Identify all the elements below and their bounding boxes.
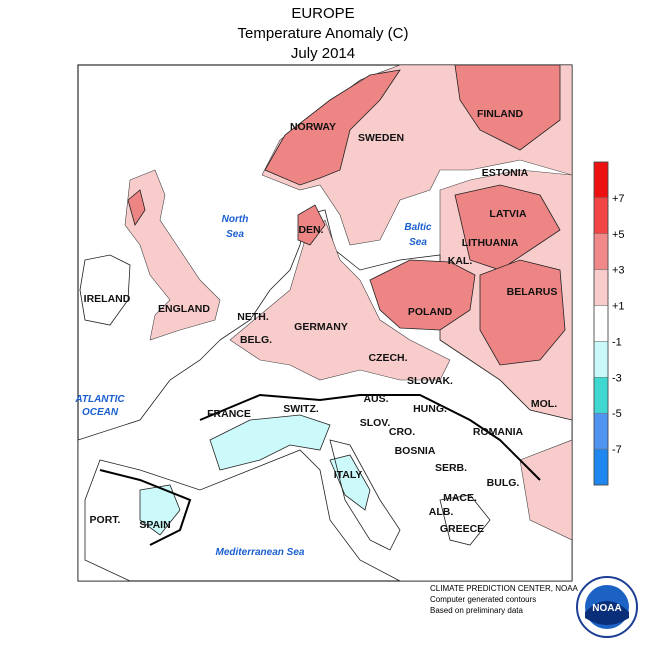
legend-swatch: [593, 233, 609, 270]
title: EUROPE: [291, 5, 354, 22]
warm-finland: [454, 65, 561, 151]
country-label: CRO.: [389, 426, 415, 438]
country-label: FINLAND: [477, 108, 523, 120]
sea-label: ATLANTIC: [74, 394, 125, 405]
country-labels: NORWAY SWEDEN FINLAND ESTONIA LATVIA DEN…: [84, 108, 558, 535]
country-label: HUNG.: [413, 403, 447, 415]
logo-text: NOAA: [592, 603, 621, 614]
sea-label: North: [222, 214, 249, 225]
noaa-logo: NOAA: [576, 576, 638, 638]
legend-label: +7: [612, 193, 625, 205]
country-label: SERB.: [435, 462, 467, 474]
country-label: MOL.: [531, 398, 557, 410]
sea-label: Sea: [409, 237, 427, 248]
legend-swatch: [593, 412, 609, 450]
country-label: DEN.: [298, 224, 323, 236]
country-label: GERMANY: [294, 321, 348, 333]
legend-swatch: [593, 305, 609, 342]
country-label: NORWAY: [290, 121, 336, 133]
land-britain: [124, 169, 221, 341]
sea-label: OCEAN: [82, 407, 119, 418]
country-label: LATVIA: [489, 208, 527, 220]
legend-swatch: [593, 161, 609, 199]
legend-label: +5: [612, 229, 625, 241]
land-ireland: [79, 254, 131, 326]
country-label: CZECH.: [368, 352, 407, 364]
legend-label: +1: [612, 301, 625, 313]
zero-contour: [99, 393, 541, 546]
legend-label: -7: [612, 444, 622, 456]
country-label: SPAIN: [139, 519, 170, 531]
legend: +7 +5 +3 +1 -1 -3 -5 -7: [593, 161, 625, 486]
warm-central: [229, 219, 451, 381]
subtitle: Temperature Anomaly (C): [238, 25, 409, 42]
country-label: BULG.: [487, 477, 520, 489]
warm-poland: [369, 259, 476, 331]
country-label: ENGLAND: [158, 303, 210, 315]
legend-swatch: [593, 197, 609, 235]
country-label: LITHUANIA: [462, 237, 519, 249]
footer-note: Computer generated contours: [430, 595, 536, 604]
country-label: BELG.: [240, 334, 272, 346]
legend-label: +3: [612, 265, 625, 277]
country-label: MACE.: [443, 492, 477, 504]
legend-label: -5: [612, 408, 622, 420]
footer-note: Based on preliminary data: [430, 606, 523, 615]
map-area: NORWAY SWEDEN FINLAND ESTONIA LATVIA DEN…: [74, 64, 573, 582]
country-label: KAL.: [448, 255, 473, 267]
legend-label: -3: [612, 372, 622, 384]
land-italy: [329, 439, 401, 551]
country-label: NETH.: [237, 311, 269, 323]
legend-label: -1: [612, 336, 622, 348]
country-label: IRELAND: [84, 293, 131, 305]
country-label: BELARUS: [507, 286, 558, 298]
warm-southeast: [519, 439, 572, 541]
country-label: ITALY: [334, 469, 363, 481]
warm-baltic: [454, 184, 561, 271]
sea-labels: North Sea Baltic Sea ATLANTIC OCEAN Medi…: [74, 214, 432, 558]
land-greece: [439, 494, 491, 546]
date: July 2014: [291, 45, 355, 62]
country-label: SLOVAK.: [407, 375, 453, 387]
country-label: ROMANIA: [473, 426, 524, 438]
warm-scotland: [127, 189, 146, 226]
country-label: ALB.: [429, 506, 454, 518]
sea-label: Mediterranean Sea: [216, 547, 305, 558]
cool-france: [209, 414, 331, 471]
warm-denmark: [297, 204, 326, 246]
country-label: GREECE: [440, 523, 484, 535]
country-label: PORT.: [90, 514, 121, 526]
legend-swatch: [593, 341, 609, 378]
legend-border: [593, 161, 609, 486]
cool-spain: [139, 484, 181, 536]
country-label: SLOV.: [360, 417, 391, 429]
country-label: ESTONIA: [482, 167, 529, 179]
legend-swatch: [593, 269, 609, 306]
sea-label: Baltic: [404, 222, 432, 233]
country-label: BOSNIA: [395, 445, 436, 457]
warm-norway: [264, 69, 401, 186]
country-label: FRANCE: [207, 408, 251, 420]
sea-label: Sea: [226, 229, 244, 240]
footer-note: CLIMATE PREDICTION CENTER, NOAA: [430, 584, 579, 593]
legend-swatch: [593, 448, 609, 486]
legend-swatch: [593, 377, 609, 414]
warm-belarus: [479, 259, 566, 366]
country-label: SWITZ.: [283, 403, 319, 415]
country-label: SWEDEN: [358, 132, 404, 144]
country-label: AUS.: [363, 393, 388, 405]
country-label: POLAND: [408, 306, 453, 318]
